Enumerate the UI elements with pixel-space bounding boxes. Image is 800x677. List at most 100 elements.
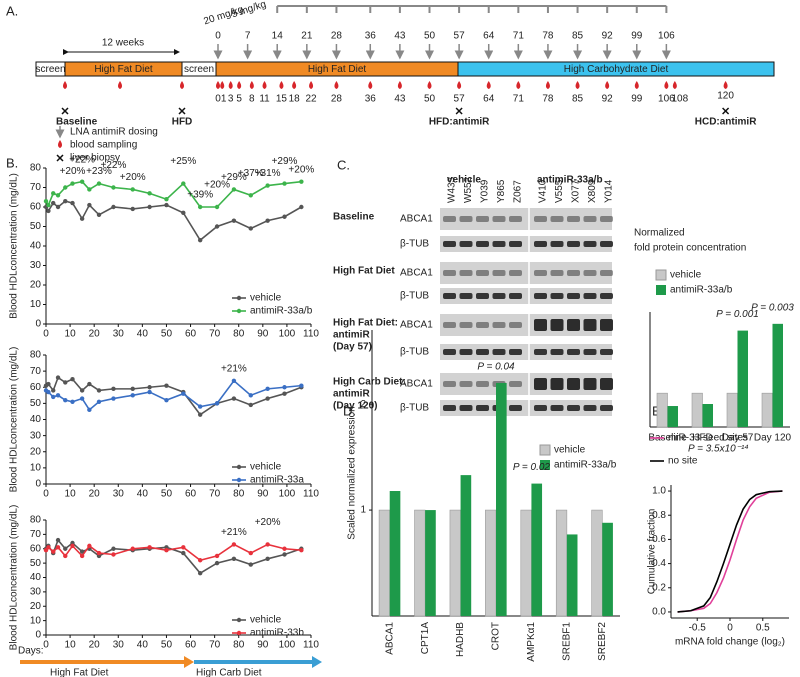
legend-marker <box>236 477 242 483</box>
blot-band <box>476 349 489 355</box>
blot-band <box>443 381 456 387</box>
annotation: +23% <box>86 166 112 177</box>
annotation: +20% <box>255 517 281 528</box>
panel-label: B. <box>6 155 18 170</box>
blot-band <box>476 405 489 411</box>
blot-band <box>492 216 506 222</box>
blood-drop <box>516 81 521 89</box>
x-tick-label: 0 <box>43 489 49 500</box>
point <box>164 547 169 553</box>
y-tick-label: 40 <box>30 414 42 425</box>
blot-band <box>550 319 564 331</box>
blot-band <box>534 216 547 222</box>
biopsy-label: Baseline <box>56 117 98 128</box>
blood-drop <box>228 81 233 89</box>
sample-label: W433 <box>447 176 458 203</box>
blot-band <box>567 405 580 411</box>
panel-label: A. <box>6 3 18 18</box>
blot-band <box>509 405 522 411</box>
x-tick-label: ABCA1 <box>384 622 395 655</box>
bar <box>496 382 507 616</box>
blood-drop <box>292 81 297 89</box>
blot-band <box>583 349 597 355</box>
blot-band <box>583 405 597 411</box>
blot-band <box>534 405 547 411</box>
sampling-day: 0 <box>215 94 221 105</box>
y-tick-label: 80 <box>30 163 42 174</box>
blood-drop <box>486 81 491 89</box>
biopsy-label: HFD:antimiR <box>429 117 490 128</box>
bar <box>726 392 738 428</box>
dosing-day: 50 <box>424 31 436 42</box>
point <box>282 546 287 551</box>
point <box>51 549 56 554</box>
point <box>130 187 135 192</box>
point <box>70 376 75 382</box>
annotation: P = 0.001 <box>716 309 759 320</box>
sample-label: V555 <box>554 179 565 203</box>
point <box>231 218 237 223</box>
legend-marker <box>236 308 242 314</box>
point <box>299 204 304 210</box>
biopsy-label: HFD <box>172 117 193 128</box>
blot-band <box>534 270 547 276</box>
point <box>87 187 92 192</box>
protein-label: β-TUB <box>400 291 429 302</box>
point <box>96 212 102 217</box>
point <box>111 386 116 392</box>
x-tick-label: 40 <box>137 489 149 500</box>
blot-band <box>534 378 547 390</box>
blood-drop <box>309 81 314 89</box>
y-tick-label: 80 <box>30 515 42 526</box>
point <box>79 216 85 221</box>
y-tick-label: 70 <box>30 182 42 193</box>
annotation: +29% <box>221 172 247 183</box>
blot-band <box>443 216 456 222</box>
blot-band <box>509 293 522 299</box>
sampling-day: 22 <box>305 94 317 105</box>
dosing-day: 0 <box>215 31 221 42</box>
x-tick-label: 20 <box>89 489 101 500</box>
x-tick-label: 60 <box>185 640 197 651</box>
x-tick-label: 100 <box>279 329 296 340</box>
dosing-day: 71 <box>513 31 525 42</box>
blood-drop <box>575 81 580 89</box>
blood-drop <box>118 81 122 89</box>
segment-label: High Fat Diet <box>94 64 153 75</box>
legend-label: antimiR-33a/b <box>250 306 313 317</box>
sample-label: Z067 <box>513 180 524 203</box>
blood-drop <box>216 81 220 89</box>
point <box>96 181 102 186</box>
blot-band <box>600 405 613 411</box>
y-axis-label: Scaled normalized expression <box>347 406 358 539</box>
sample-label: V410 <box>538 179 549 203</box>
y-tick-label: 30 <box>30 430 42 441</box>
point <box>63 546 68 551</box>
sampling-day: 57 <box>454 94 466 105</box>
y-axis-label: Blood HDLconcentration (mg/dL) <box>9 347 20 493</box>
blot-band <box>550 378 564 390</box>
sampling-day: 106 <box>658 94 675 105</box>
bar <box>656 392 668 428</box>
x-tick-label: 50 <box>161 489 173 500</box>
condition-label: High Fat Diet <box>333 266 395 277</box>
point <box>265 542 270 547</box>
blot-band <box>459 349 473 355</box>
x-tick-label: 20 <box>89 329 101 340</box>
x-tick-label: 30 <box>113 489 125 500</box>
annotation: +39% <box>187 190 213 201</box>
x-tick-label: Day 57 <box>722 433 754 444</box>
point <box>70 181 75 186</box>
point <box>265 556 270 562</box>
point <box>55 204 61 210</box>
segment-label: High Carbohydrate Diet <box>564 64 669 75</box>
bar <box>761 392 773 428</box>
point <box>43 198 49 204</box>
x-tick-label: 110 <box>303 489 319 500</box>
blot-strip <box>440 236 612 252</box>
x-tick-label: 30 <box>113 329 125 340</box>
sampling-day: 8 <box>249 94 255 105</box>
blot-band <box>534 293 547 299</box>
blot-band <box>600 270 613 276</box>
y-tick-label: 10 <box>30 463 42 474</box>
